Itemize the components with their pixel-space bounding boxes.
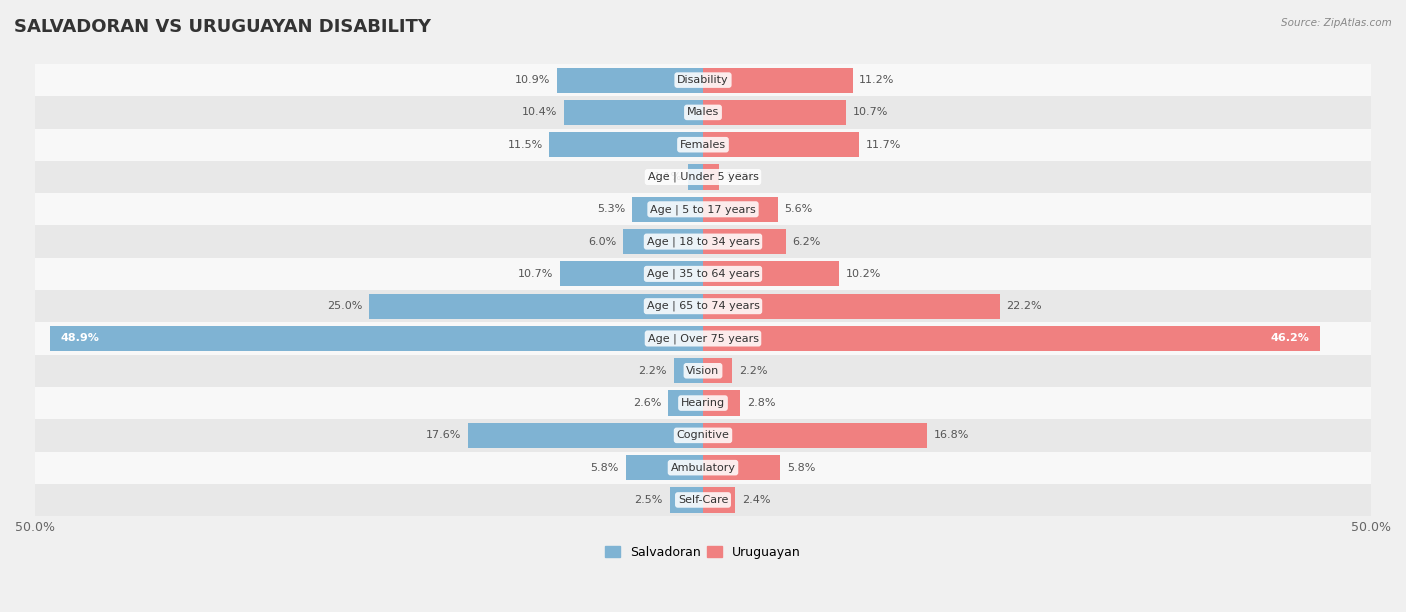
- Text: 48.9%: 48.9%: [60, 334, 100, 343]
- Text: 5.8%: 5.8%: [787, 463, 815, 472]
- Bar: [35, 193, 1371, 225]
- Bar: [35, 484, 1371, 516]
- Text: Age | 65 to 74 years: Age | 65 to 74 years: [647, 301, 759, 312]
- Text: 22.2%: 22.2%: [1007, 301, 1042, 311]
- Text: 10.7%: 10.7%: [517, 269, 554, 279]
- Bar: [623, 229, 703, 254]
- Text: SALVADORAN VS URUGUAYAN DISABILITY: SALVADORAN VS URUGUAYAN DISABILITY: [14, 18, 432, 36]
- Text: Age | 5 to 17 years: Age | 5 to 17 years: [650, 204, 756, 215]
- Bar: [703, 132, 859, 157]
- Text: 5.8%: 5.8%: [591, 463, 619, 472]
- Text: Cognitive: Cognitive: [676, 430, 730, 441]
- Bar: [703, 261, 839, 286]
- Text: Self-Care: Self-Care: [678, 495, 728, 505]
- Text: 2.4%: 2.4%: [742, 495, 770, 505]
- Bar: [689, 165, 703, 190]
- Text: Females: Females: [681, 140, 725, 150]
- Bar: [673, 358, 703, 383]
- Text: Ambulatory: Ambulatory: [671, 463, 735, 472]
- Bar: [35, 96, 1371, 129]
- Bar: [35, 452, 1371, 484]
- Text: 16.8%: 16.8%: [934, 430, 970, 441]
- Bar: [49, 326, 703, 351]
- Text: Vision: Vision: [686, 366, 720, 376]
- Text: 2.6%: 2.6%: [633, 398, 662, 408]
- Text: 2.2%: 2.2%: [740, 366, 768, 376]
- Bar: [35, 354, 1371, 387]
- Bar: [703, 326, 1320, 351]
- Bar: [703, 100, 846, 125]
- Bar: [35, 161, 1371, 193]
- Text: 46.2%: 46.2%: [1271, 334, 1309, 343]
- Text: 25.0%: 25.0%: [328, 301, 363, 311]
- Text: Source: ZipAtlas.com: Source: ZipAtlas.com: [1281, 18, 1392, 28]
- Bar: [35, 129, 1371, 161]
- Text: 5.3%: 5.3%: [598, 204, 626, 214]
- Text: 2.8%: 2.8%: [747, 398, 776, 408]
- Bar: [703, 455, 780, 480]
- Text: 10.4%: 10.4%: [522, 107, 557, 118]
- Text: Age | Over 75 years: Age | Over 75 years: [648, 333, 758, 344]
- Text: Hearing: Hearing: [681, 398, 725, 408]
- Bar: [35, 419, 1371, 452]
- Bar: [703, 165, 718, 190]
- Bar: [35, 290, 1371, 323]
- Text: 17.6%: 17.6%: [426, 430, 461, 441]
- Bar: [368, 294, 703, 319]
- Bar: [468, 423, 703, 448]
- Text: 2.2%: 2.2%: [638, 366, 666, 376]
- Text: 11.7%: 11.7%: [866, 140, 901, 150]
- Text: 10.9%: 10.9%: [516, 75, 551, 85]
- Text: 10.2%: 10.2%: [846, 269, 882, 279]
- Bar: [703, 67, 852, 92]
- Bar: [703, 390, 741, 416]
- Bar: [35, 64, 1371, 96]
- Text: 5.6%: 5.6%: [785, 204, 813, 214]
- Bar: [703, 423, 928, 448]
- Bar: [703, 196, 778, 222]
- Bar: [564, 100, 703, 125]
- Text: 1.2%: 1.2%: [725, 172, 754, 182]
- Text: Age | 35 to 64 years: Age | 35 to 64 years: [647, 269, 759, 279]
- Bar: [560, 261, 703, 286]
- Bar: [550, 132, 703, 157]
- Text: 6.2%: 6.2%: [793, 237, 821, 247]
- Bar: [35, 387, 1371, 419]
- Text: Age | 18 to 34 years: Age | 18 to 34 years: [647, 236, 759, 247]
- Bar: [35, 225, 1371, 258]
- Bar: [35, 258, 1371, 290]
- Bar: [626, 455, 703, 480]
- Text: Males: Males: [688, 107, 718, 118]
- Bar: [557, 67, 703, 92]
- Text: 6.0%: 6.0%: [588, 237, 616, 247]
- Bar: [668, 390, 703, 416]
- Text: 1.1%: 1.1%: [654, 172, 682, 182]
- Text: 11.5%: 11.5%: [508, 140, 543, 150]
- Bar: [703, 487, 735, 512]
- Text: Disability: Disability: [678, 75, 728, 85]
- Legend: Salvadoran, Uruguayan: Salvadoran, Uruguayan: [600, 541, 806, 564]
- Bar: [703, 294, 1000, 319]
- Text: 2.5%: 2.5%: [634, 495, 662, 505]
- Bar: [703, 229, 786, 254]
- Bar: [669, 487, 703, 512]
- Bar: [35, 323, 1371, 354]
- Text: 10.7%: 10.7%: [852, 107, 889, 118]
- Bar: [633, 196, 703, 222]
- Text: 11.2%: 11.2%: [859, 75, 894, 85]
- Text: Age | Under 5 years: Age | Under 5 years: [648, 172, 758, 182]
- Bar: [703, 358, 733, 383]
